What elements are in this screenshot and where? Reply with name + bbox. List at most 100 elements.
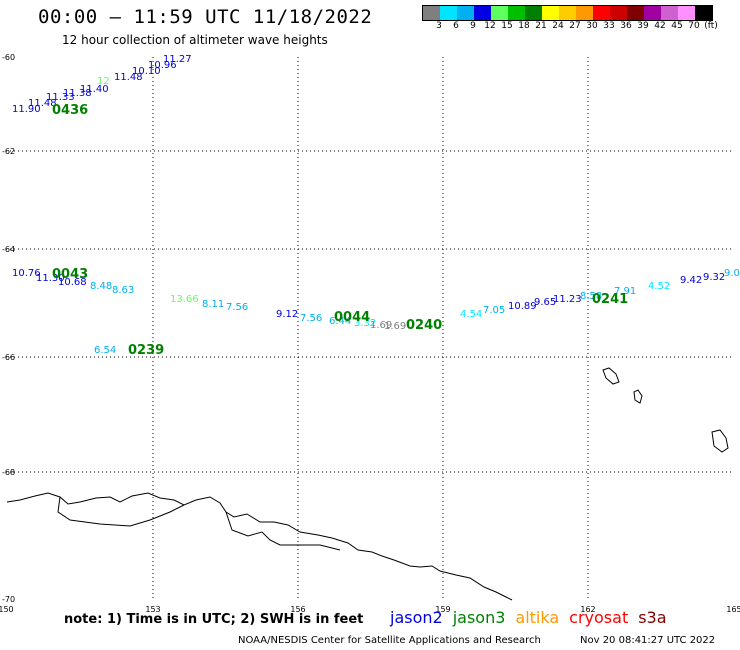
latitude-label: -70 (2, 595, 15, 604)
longitude-label: 153 (145, 605, 160, 614)
color-scale-label: 30 (586, 21, 598, 31)
wave-height-reading: 7.56 (300, 313, 322, 324)
latitude-label: -62 (2, 147, 15, 156)
color-swatch (525, 6, 542, 20)
satellite-legend-cryosat: cryosat (569, 608, 629, 627)
wave-height-reading: 4.54 (460, 309, 482, 320)
antarctic-coastline (6, 492, 513, 601)
wave-height-reading: 7.91 (614, 286, 636, 297)
wave-height-reading: 11.30 (36, 273, 65, 284)
color-swatch (542, 6, 559, 20)
satellite-legend: jason2 jason3 altika cryosat s3a (390, 608, 677, 627)
color-swatch (678, 6, 695, 20)
color-scale-label: 45 (671, 21, 683, 31)
color-swatch (491, 6, 508, 20)
wave-height-reading: 11.90 (12, 104, 41, 115)
wave-height-reading: 3.32 (354, 318, 376, 329)
wave-height-reading: 9.42 (680, 275, 702, 286)
wave-height-reading: 11.33 (46, 92, 75, 103)
wave-height-reading: 8.48 (90, 281, 112, 292)
graticule (6, 57, 734, 599)
color-scale-label: 36 (620, 21, 632, 31)
credit-line: NOAA/NESDIS Center for Satellite Applica… (238, 635, 541, 646)
latitude-label: -66 (2, 353, 15, 362)
satellite-legend-altika: altika (515, 608, 560, 627)
wave-height-reading: 10.68 (58, 277, 87, 288)
color-scale-label: 9 (470, 21, 476, 31)
color-scale-label: 15 (501, 21, 513, 31)
color-swatch (627, 6, 644, 20)
pass-time-label: 0239 (128, 343, 164, 358)
pass-time-label: 0044 (334, 310, 370, 325)
map-title: 00:00 – 11:59 UTC 11/18/2022 (38, 6, 373, 28)
color-scale-label: 21 (535, 21, 547, 31)
color-swatch (559, 6, 576, 20)
longitude-label: 150 (0, 605, 14, 614)
wave-height-reading: 8.11 (202, 299, 224, 310)
coastline-inlet (57, 496, 185, 527)
wave-height-reading: 11.27 (163, 54, 192, 65)
island-2 (633, 389, 643, 404)
color-scale-label: 27 (569, 21, 581, 31)
latitude-label: -68 (2, 468, 15, 477)
wave-height-reading: 10.96 (148, 60, 177, 71)
wave-height-reading: 8.63 (112, 285, 134, 296)
color-scale-label: (ft) (704, 21, 718, 31)
satellite-legend-jason2: jason2 (390, 608, 443, 627)
color-scale-label: 3 (436, 21, 442, 31)
color-swatch (457, 6, 474, 20)
color-swatch (661, 6, 678, 20)
longitude-label: 159 (435, 605, 450, 614)
wave-height-reading: 4.52 (648, 281, 670, 292)
color-scale-label: 70 (688, 21, 700, 31)
wave-height-reading: 10.10 (132, 66, 161, 77)
color-scale-bar (422, 5, 713, 21)
wave-height-reading: 6.44 (329, 316, 351, 327)
color-swatch (610, 6, 627, 20)
wave-height-reading: 8.58 (580, 291, 602, 302)
wave-height-reading: 7.05 (483, 305, 505, 316)
island-3 (711, 429, 729, 453)
wave-height-reading: 1.69 (384, 321, 406, 332)
pass-time-label: 0043 (52, 267, 88, 282)
wave-height-reading: 11.48 (114, 72, 143, 83)
pass-time-label: 0240 (406, 318, 442, 333)
wave-height-reading: 10.89 (508, 301, 537, 312)
wave-height-reading: 9.32 (703, 272, 725, 283)
wave-height-reading: 12 (97, 76, 110, 87)
wave-height-reading: 10.76 (12, 268, 41, 279)
color-swatch (593, 6, 610, 20)
pass-time-label: 0436 (52, 103, 88, 118)
latitude-label: -64 (2, 245, 15, 254)
wave-height-reading: 6.54 (94, 345, 116, 356)
latitude-label: -60 (2, 53, 15, 62)
satellite-legend-s3a: s3a (638, 608, 667, 627)
coastline-bay (225, 511, 341, 551)
footer-note: note: 1) Time is in UTC; 2) SWH is in fe… (64, 612, 364, 627)
satellite-legend-jason3: jason3 (452, 608, 506, 627)
longitude-label: 162 (580, 605, 595, 614)
wave-height-reading: 13.66 (170, 294, 199, 305)
color-scale-label: 33 (603, 21, 615, 31)
color-scale-labels: 3 6 9 12 15 18 21 24 27 30 33 36 39 42 45 70 (ft) (422, 21, 740, 33)
map-subtitle: 12 hour collection of altimeter wave hei… (62, 33, 328, 47)
color-swatch (644, 6, 661, 20)
longitude-label: 165 (726, 605, 740, 614)
color-scale-label: 42 (654, 21, 666, 31)
wave-height-reading: 11.48 (28, 98, 57, 109)
wave-height-reading: 7.56 (226, 302, 248, 313)
wave-height-reading: 11.23 (553, 294, 582, 305)
wave-height-reading: 11.38 (63, 88, 92, 99)
color-scale-label: 18 (518, 21, 530, 31)
color-swatch (474, 6, 491, 20)
longitude-label: 156 (290, 605, 305, 614)
color-scale-label: 39 (637, 21, 649, 31)
color-swatch (576, 6, 593, 20)
island-1 (602, 367, 620, 385)
pass-time-labels: 0436 0043 0044 0240 0241 0239 (52, 103, 628, 358)
color-swatch (695, 6, 712, 20)
wave-height-reading: 11.40 (80, 84, 109, 95)
wave-height-reading: 1.69 (370, 320, 392, 331)
